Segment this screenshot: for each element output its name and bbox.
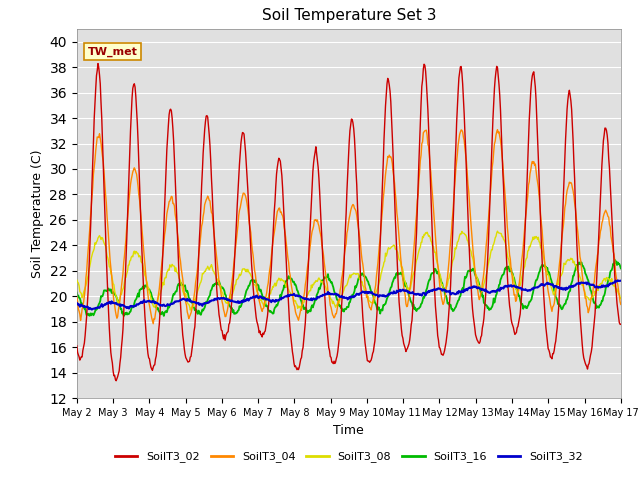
Text: TW_met: TW_met	[88, 47, 138, 57]
Y-axis label: Soil Temperature (C): Soil Temperature (C)	[31, 149, 44, 278]
X-axis label: Time: Time	[333, 424, 364, 437]
Title: Soil Temperature Set 3: Soil Temperature Set 3	[262, 9, 436, 24]
Legend: SoilT3_02, SoilT3_04, SoilT3_08, SoilT3_16, SoilT3_32: SoilT3_02, SoilT3_04, SoilT3_08, SoilT3_…	[110, 447, 588, 467]
